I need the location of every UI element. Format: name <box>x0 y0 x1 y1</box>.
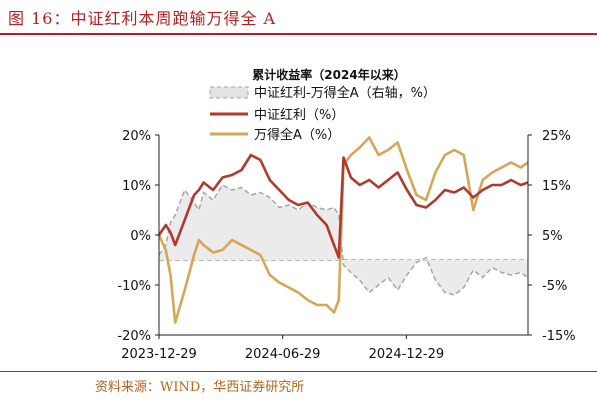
legend-label-wande: 万得全A（%） <box>254 127 340 143</box>
axis-ticks: 20% 10% 0% -10% -20% 25% 15% 5% -5% -15% 2023-12-2… <box>117 129 575 362</box>
left-tick-label: -10% <box>117 279 151 294</box>
figure-title: 图 16：中证红利本周跑输万得全 A <box>8 9 277 28</box>
series-diff-line <box>158 184 529 296</box>
right-tick-label: 15% <box>542 179 571 194</box>
left-tick-label: 0% <box>130 229 151 244</box>
left-tick-label: 10% <box>122 179 151 194</box>
right-tick-label: 25% <box>542 129 571 144</box>
left-tick-label: 20% <box>122 129 151 144</box>
left-tick-label: -20% <box>117 329 151 344</box>
series-zhongzheng-line <box>157 153 529 259</box>
x-tick-label: 2023-12-29 <box>121 347 197 362</box>
line-series-layer <box>157 136 529 324</box>
legend-swatch-diff <box>209 86 249 99</box>
right-tick-label: -15% <box>542 329 576 344</box>
legend: 累计收益率（2024年以来） 中证红利-万得全A（右轴，%） 中证红利（%） 万… <box>209 67 436 143</box>
legend-label-diff: 中证红利-万得全A（右轴，%） <box>254 85 436 101</box>
x-tick-label: 2024-06-29 <box>245 347 321 362</box>
chart-title: 累计收益率（2024年以来） <box>252 67 405 82</box>
series-diff-area <box>159 185 528 295</box>
right-tick-label: 5% <box>542 229 563 244</box>
source-note: 资料来源：WIND，华西证券研究所 <box>95 380 305 395</box>
series-wande-line <box>157 136 529 324</box>
x-tick-label: 2024-12-29 <box>369 347 445 362</box>
diff-series-layer <box>158 184 529 296</box>
right-tick-label: -5% <box>542 279 567 294</box>
source-divider <box>0 371 597 372</box>
title-divider <box>0 33 597 35</box>
legend-label-zhongzheng: 中证红利（%） <box>254 107 344 123</box>
